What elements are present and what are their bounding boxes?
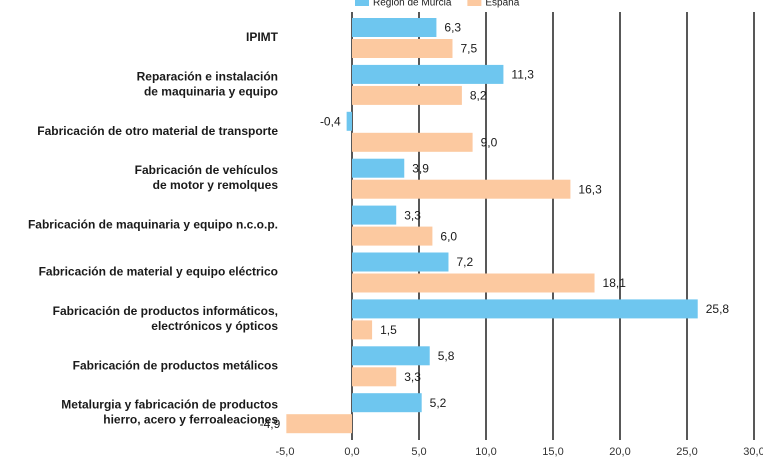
bar — [352, 299, 698, 319]
value-label: 16,3 — [578, 182, 602, 196]
x-tick-label: -5,0 — [276, 446, 295, 458]
y-tick-label-line: hierro, acero y ferroaleaciones — [103, 413, 278, 427]
x-tick-label: 15,0 — [542, 446, 563, 458]
y-tick-label-line: IPIMT — [246, 30, 279, 44]
value-label: 25,8 — [706, 302, 730, 316]
y-tick-label-line: Fabricación de material y equipo eléctri… — [39, 265, 278, 279]
x-tick-label: 30,0 — [743, 446, 763, 458]
x-tick-label: 20,0 — [609, 446, 630, 458]
y-tick-label: Metalurgia y fabricación de productos hie… — [61, 398, 278, 427]
y-tick-label-line: Fabricación de productos metálicos — [73, 358, 279, 372]
y-tick-label: Reparación e instalación de maquinaria y … — [137, 70, 278, 99]
bar — [286, 414, 352, 434]
bar — [352, 205, 397, 225]
y-tick-label-line: de motor y remolques — [153, 178, 279, 192]
bar — [352, 393, 422, 413]
legend-label: Región de Murcia — [373, 0, 452, 9]
y-tick-label-line: Fabricación de vehículos — [135, 163, 279, 177]
bar — [352, 64, 504, 84]
y-tick-label: Fabricación de productos informáticos, el… — [53, 304, 279, 333]
bar — [352, 346, 430, 366]
bar — [352, 320, 373, 340]
value-label: 3,3 — [404, 208, 421, 222]
bar — [352, 85, 462, 105]
bar — [352, 252, 449, 272]
bar — [352, 179, 571, 199]
y-tick-label-line: Fabricación de otro material de transpor… — [37, 124, 278, 138]
value-label: 5,2 — [430, 396, 447, 410]
x-tick-label: 25,0 — [676, 446, 697, 458]
value-label: 7,2 — [456, 255, 473, 269]
value-label: -0,4 — [320, 114, 341, 128]
bar — [352, 367, 397, 387]
bar — [352, 273, 595, 293]
value-label: 18,1 — [603, 276, 627, 290]
y-tick-label-line: Fabricación de productos informáticos, — [53, 304, 278, 318]
x-tick-label: 5,0 — [411, 446, 426, 458]
y-tick-label-line: Metalurgia y fabricación de productos — [61, 398, 278, 412]
value-label: 8,2 — [470, 89, 487, 103]
value-label: 9,0 — [481, 135, 498, 149]
x-tick-label: 10,0 — [475, 446, 496, 458]
value-label: -4,9 — [260, 417, 281, 431]
y-tick-label: IPIMT — [246, 30, 279, 44]
value-label: 6,0 — [440, 229, 457, 243]
legend-swatch — [467, 0, 482, 6]
value-label: 3,9 — [412, 161, 429, 175]
y-tick-label-line: Reparación e instalación — [137, 70, 278, 84]
value-label: 11,3 — [511, 68, 534, 82]
value-label: 3,3 — [404, 370, 421, 384]
value-label: 7,5 — [461, 42, 478, 56]
y-tick-label-line: de maquinaria y equipo — [144, 85, 278, 99]
bar — [352, 39, 453, 58]
bar — [352, 132, 473, 152]
bar — [352, 158, 405, 178]
y-tick-label-line: Fabricación de maquinaria y equipo n.c.o… — [28, 218, 278, 232]
y-tick-label: Fabricación de productos metálicos — [73, 358, 279, 372]
bar — [352, 226, 433, 246]
value-label: 6,3 — [444, 21, 461, 35]
y-tick-label: Fabricación de maquinaria y equipo n.c.o… — [28, 218, 278, 232]
bar — [352, 18, 437, 37]
x-tick-label: 0,0 — [344, 446, 359, 458]
y-tick-label-line: electrónicos y ópticos — [151, 319, 278, 333]
y-tick-label: Fabricación de vehículos de motor y remol… — [135, 163, 279, 192]
value-label: 5,8 — [438, 349, 455, 363]
y-tick-label: Fabricación de otro material de transpor… — [37, 124, 278, 138]
y-tick-label: Fabricación de material y equipo eléctri… — [39, 265, 278, 279]
bar — [346, 111, 352, 131]
value-label: 1,5 — [380, 323, 397, 337]
legend-swatch — [355, 0, 369, 6]
legend-label: España — [485, 0, 519, 9]
